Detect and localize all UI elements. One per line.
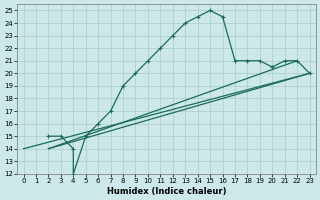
X-axis label: Humidex (Indice chaleur): Humidex (Indice chaleur)	[107, 187, 226, 196]
